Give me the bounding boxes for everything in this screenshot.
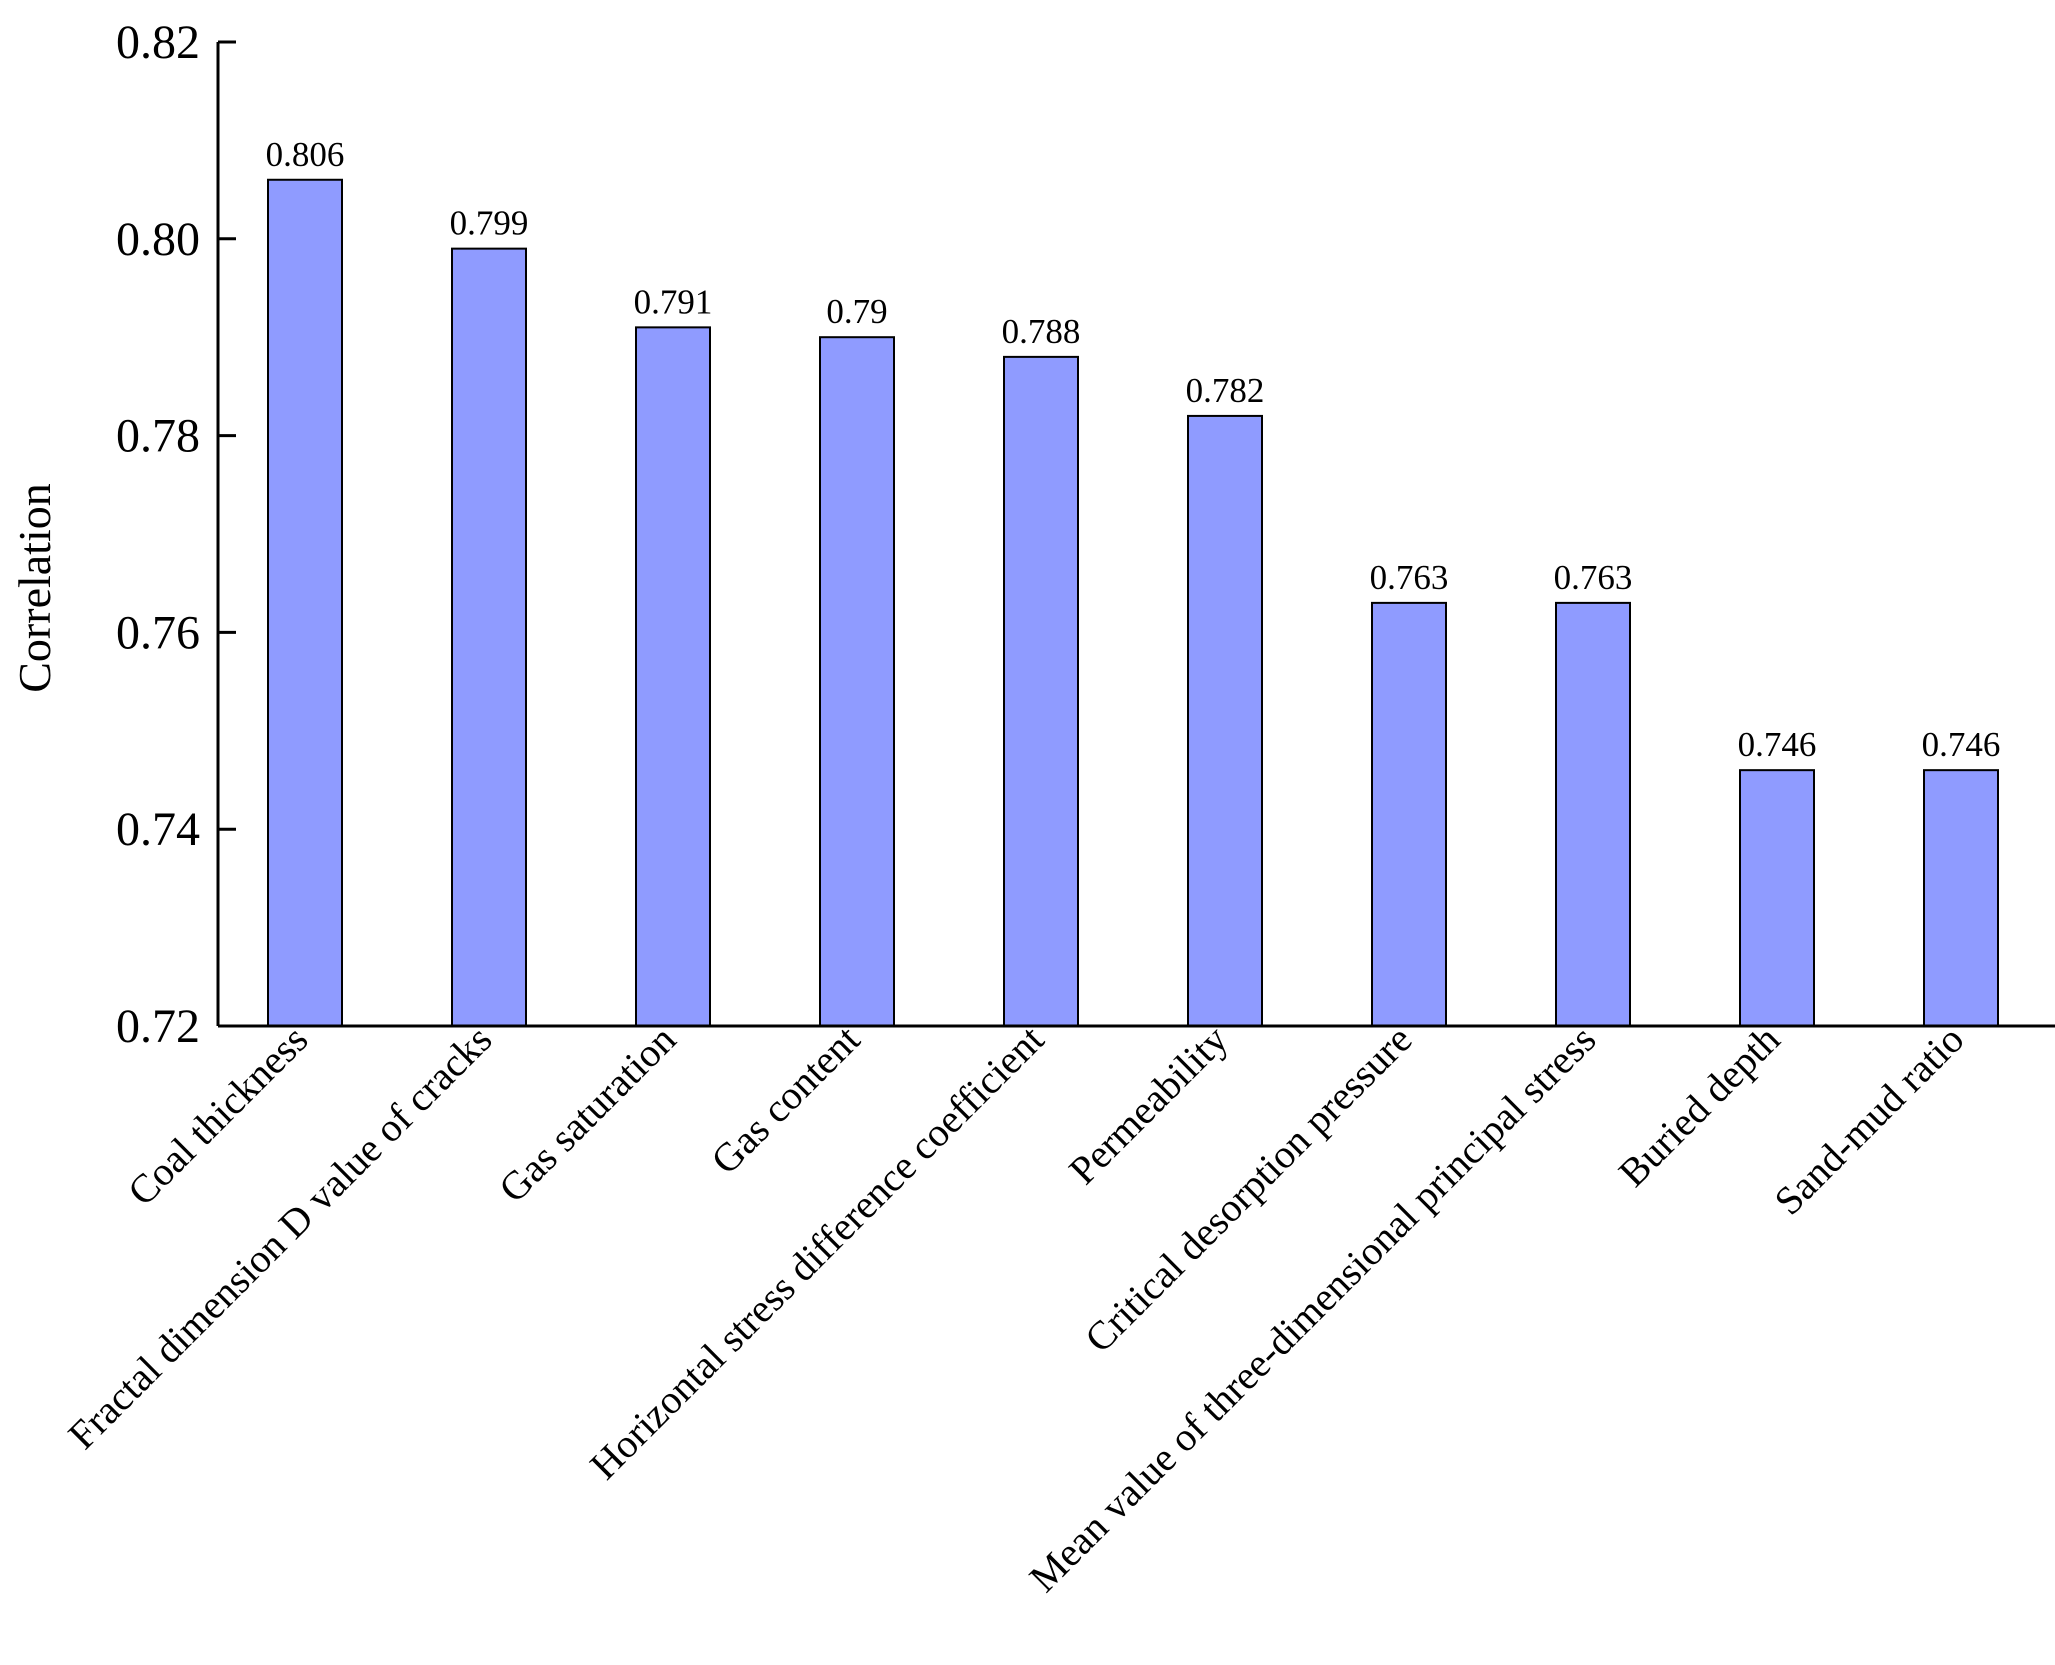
y-tick-label: 0.80 <box>116 213 200 266</box>
value-labels: 0.806 0.799 0.791 0.79 0.788 0.782 0.763 0.763 0… <box>266 135 2001 764</box>
y-tick-label: 0.74 <box>116 803 200 856</box>
bar <box>1003 355 1079 1027</box>
category-label: Gas saturation <box>490 1017 684 1211</box>
category-label: Buried depth <box>1610 1017 1789 1196</box>
category-label: Permeability <box>1060 1017 1236 1193</box>
category-label: Critical desorption pressure <box>1076 1017 1420 1361</box>
bar <box>451 247 527 1027</box>
bar-value-label: 0.799 <box>450 204 529 243</box>
bar-value-label: 0.746 <box>1738 725 1817 764</box>
bar <box>1923 769 1999 1027</box>
bar-value-label: 0.763 <box>1554 558 1633 597</box>
bar-value-label: 0.746 <box>1922 725 2001 764</box>
bar <box>635 326 711 1027</box>
bar-value-label: 0.782 <box>1186 371 1265 410</box>
y-axis-ticks: 0.72 0.74 0.76 0.78 0.80 0.82 <box>116 16 236 1053</box>
bar <box>819 336 895 1027</box>
bar <box>1371 601 1447 1027</box>
category-label: Gas content <box>702 1017 868 1183</box>
bar-value-label: 0.79 <box>826 292 887 331</box>
y-axis-label: Correlation <box>9 483 60 693</box>
y-tick-label: 0.76 <box>116 606 200 659</box>
bars <box>267 178 1999 1028</box>
bar-value-label: 0.763 <box>1370 558 1449 597</box>
y-tick-label: 0.78 <box>116 410 200 463</box>
y-tick-label: 0.82 <box>116 16 200 69</box>
bar <box>267 178 343 1027</box>
category-label: Sand-mud ratio <box>1765 1017 1972 1224</box>
bar <box>1187 414 1263 1028</box>
bar-value-label: 0.791 <box>634 282 713 321</box>
bar-value-label: 0.806 <box>266 135 345 174</box>
bar-value-label: 0.788 <box>1002 312 1081 351</box>
bar <box>1739 769 1815 1027</box>
bar <box>1555 601 1631 1027</box>
y-tick-label: 0.72 <box>116 1000 200 1053</box>
